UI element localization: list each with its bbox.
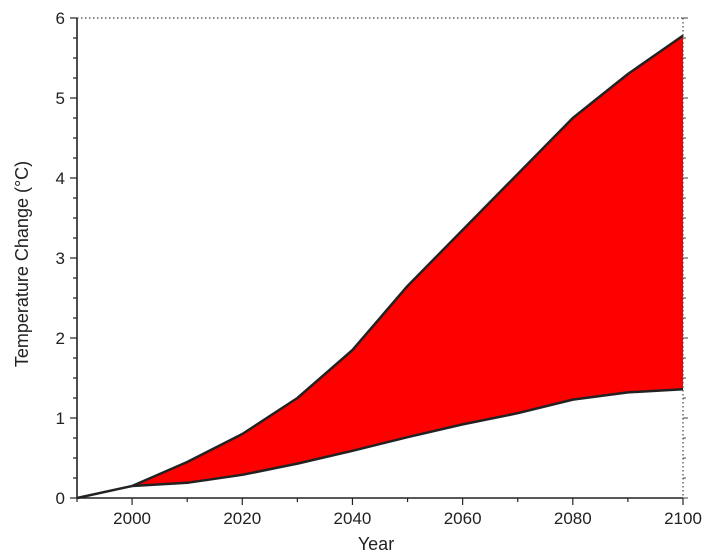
x-tick-label: 2040	[334, 509, 372, 528]
y-tick-label: 0	[56, 489, 65, 508]
y-tick-label: 3	[56, 249, 65, 268]
x-tick-label: 2060	[444, 509, 482, 528]
y-tick-label: 5	[56, 89, 65, 108]
x-tick-label: 2000	[113, 509, 151, 528]
y-axis-title: Temperature Change (°C)	[12, 161, 32, 367]
y-tick-label: 1	[56, 409, 65, 428]
plot-area	[76, 17, 684, 500]
y-axis: 0 1 2 3 4 5 6	[56, 9, 688, 508]
range-fill-area	[132, 35, 684, 486]
historical-line	[76, 484, 133, 500]
x-axis: 2000 2020 2040 2060 2080 2100	[76, 498, 702, 528]
y-tick-label: 4	[56, 169, 65, 188]
x-tick-label: 2020	[223, 509, 261, 528]
x-axis-title: Year	[358, 534, 394, 554]
y-tick-label: 6	[56, 9, 65, 28]
lower-bound-line	[132, 387, 684, 488]
y-tick-label: 2	[56, 329, 65, 348]
x-tick-label: 2080	[554, 509, 592, 528]
upper-bound-line	[131, 34, 684, 488]
x-tick-label: 2100	[664, 509, 702, 528]
